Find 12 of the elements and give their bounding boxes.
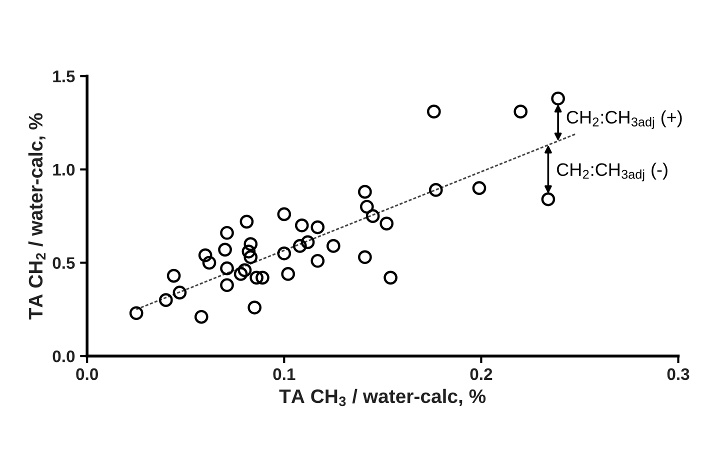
annotation: CH$_{2}$:CH$_{3adj}$ (+): [566, 110, 682, 129]
x-tick-label: 0.2: [470, 368, 492, 380]
y-tick-label: 1.0: [53, 164, 75, 176]
y-tick-label: 0.5: [52, 257, 75, 269]
x-axis-title: TA CH$_{3}$ / water-calc, %: [279, 388, 486, 406]
x-tick-label: 0.0: [76, 368, 98, 380]
y-tick-label: 1.5: [53, 70, 75, 82]
x-tick-label: 0.1: [273, 368, 296, 380]
annotation: CH$_{2}$:CH$_{3adj}$ (-): [557, 162, 668, 182]
y-axis-title: TA CH$_{2}$ / water-calc, %: [28, 113, 46, 320]
x-tick-label: 0.3: [667, 368, 690, 380]
y-tick-label: 0.0: [52, 350, 75, 362]
